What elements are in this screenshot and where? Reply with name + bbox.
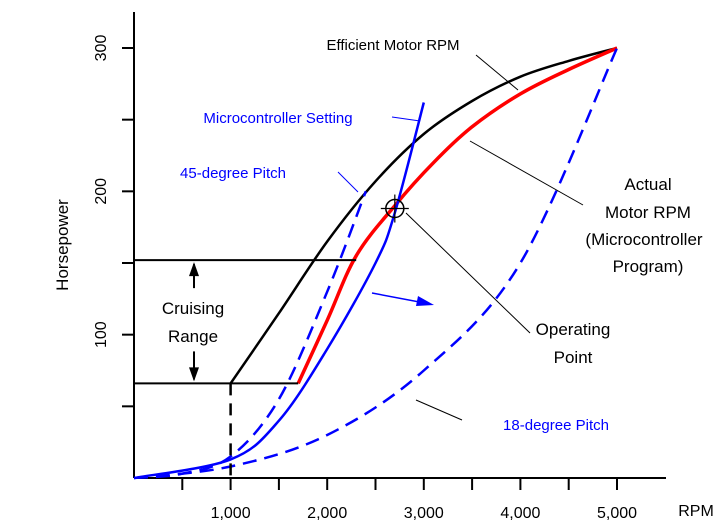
annotations bbox=[134, 54, 584, 478]
x-tick-label: 4,000 bbox=[500, 505, 540, 522]
pitch-18-label: 18-degree Pitch bbox=[503, 417, 609, 434]
leader-micro-setting bbox=[391, 116, 421, 122]
leader-operating bbox=[405, 212, 531, 334]
pitch-45-label: 45-degree Pitch bbox=[180, 165, 286, 182]
x-tick-label: 1,000 bbox=[211, 505, 251, 522]
labels: 100 200 300 Horsepower 1,000 2,000 3,000 4,000 5… bbox=[53, 35, 714, 522]
y-tick-label: 200 bbox=[93, 178, 110, 205]
operating-point-label: Operating bbox=[536, 320, 611, 339]
efficient-motor-rpm-label: Efficient Motor RPM bbox=[326, 37, 459, 54]
y-axis-label: Horsepower bbox=[53, 199, 72, 291]
x-tick-label: 5,000 bbox=[597, 505, 637, 522]
actual-motor-rpm-label: Program) bbox=[613, 257, 684, 276]
series-microcontroller-setting bbox=[133, 102, 426, 480]
cruising-arrowhead-down bbox=[189, 367, 199, 382]
cruising-range-label: Range bbox=[168, 327, 218, 346]
x-axis-label: RPM bbox=[678, 503, 714, 520]
operating-point-label: Point bbox=[554, 348, 593, 367]
y-tick-label: 300 bbox=[93, 35, 110, 62]
axes bbox=[122, 12, 666, 490]
leader-18-pitch bbox=[415, 399, 463, 421]
cruising-range-label: Cruising bbox=[162, 299, 224, 318]
series-actual-motor-rpm bbox=[296, 46, 618, 385]
y-tick-label: 100 bbox=[93, 321, 110, 348]
series-group bbox=[133, 46, 619, 480]
leader-actual bbox=[469, 140, 584, 206]
cruising-arrowhead-up bbox=[189, 262, 199, 277]
microcontroller-setting-label: Microcontroller Setting bbox=[203, 110, 352, 127]
shift-arrowhead bbox=[416, 296, 434, 306]
actual-motor-rpm-label: Actual bbox=[624, 175, 671, 194]
leader-efficient bbox=[475, 54, 519, 91]
leader-45-pitch bbox=[337, 171, 359, 193]
x-tick-label: 3,000 bbox=[404, 505, 444, 522]
actual-motor-rpm-label: (Microcontroller bbox=[585, 230, 702, 249]
x-tick-label: 2,000 bbox=[307, 505, 347, 522]
actual-motor-rpm-label: Motor RPM bbox=[605, 203, 691, 222]
